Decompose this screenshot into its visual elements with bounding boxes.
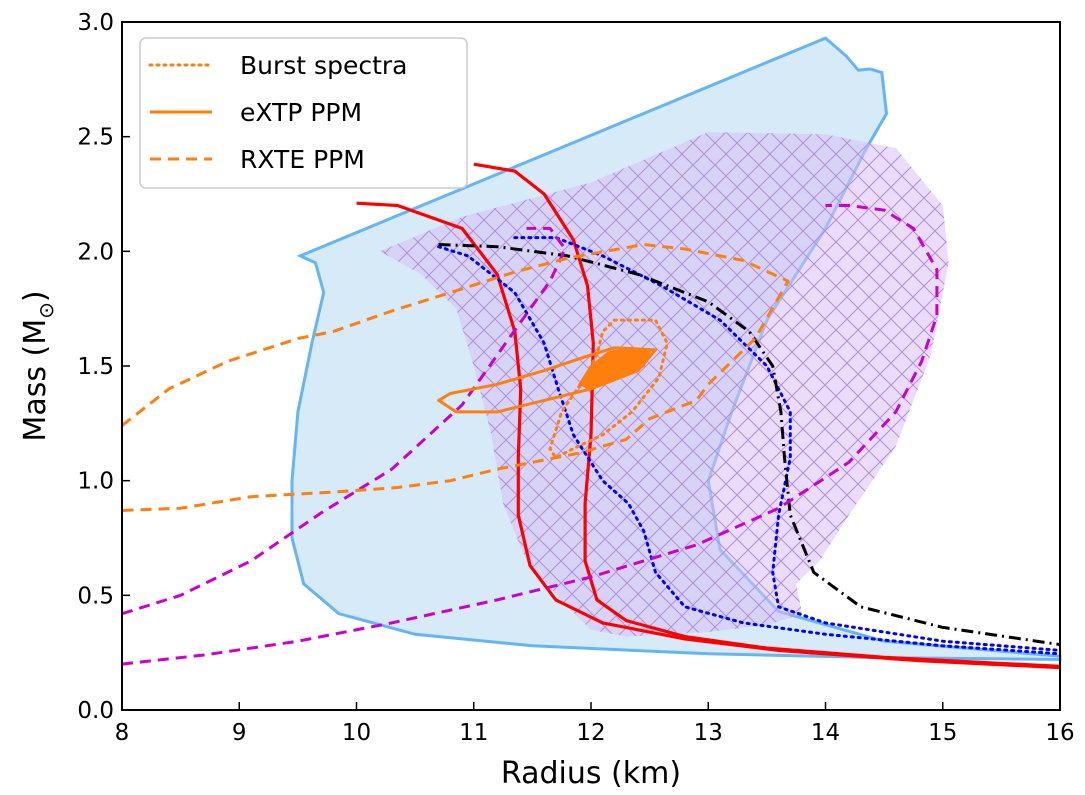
series-line-8 — [121, 243, 790, 512]
blob-shape — [577, 346, 651, 390]
y-axis-title: Mass (M⊙) — [18, 290, 58, 441]
series-line-4 — [513, 236, 1062, 652]
x-tick-label: 13 — [694, 720, 723, 746]
y-tick-label: 1.5 — [77, 354, 114, 380]
region-hatch — [379, 132, 949, 637]
y-axis-title-main: Mass (M — [18, 319, 53, 442]
x-tick-label: 16 — [1045, 720, 1074, 746]
legend-label: eXTP PPM — [240, 98, 362, 127]
y-axis-title-sub: ⊙ — [34, 302, 58, 319]
x-tick-label: 12 — [576, 720, 605, 746]
y-axis-ticks: 0.0 0.5 1.0 1.5 2.0 2.5 3.0 — [77, 10, 130, 724]
y-tick-label: 3.0 — [77, 10, 114, 36]
y-tick-label: 2.5 — [77, 125, 114, 151]
x-tick-label: 8 — [115, 720, 130, 746]
legend: Burst spectra eXTP PPM RXTE PPM — [139, 37, 468, 189]
x-axis-ticks: 8 9 10 11 12 13 14 15 16 — [115, 702, 1075, 746]
x-tick-label: 9 — [232, 720, 247, 746]
filled-contour — [577, 346, 651, 390]
series-line-5 — [438, 243, 1061, 647]
series-lines — [121, 162, 1062, 670]
legend-label: Burst spectra — [240, 51, 407, 80]
y-axis-title-close: ) — [18, 290, 53, 302]
legend-entries: Burst spectra eXTP PPM RXTE PPM — [148, 51, 407, 174]
series-line-2 — [356, 201, 1061, 670]
svg-text:Mass (M⊙): Mass (M⊙) — [18, 290, 58, 441]
y-tick-label: 2.0 — [77, 239, 114, 265]
series-line-10 — [437, 346, 657, 414]
x-axis-title: Radius (km) — [501, 756, 681, 791]
x-tick-label: 11 — [459, 720, 488, 746]
legend-label: RXTE PPM — [240, 145, 365, 174]
x-tick-label: 10 — [342, 720, 371, 746]
series-line-6 — [121, 226, 567, 616]
series-line-7 — [121, 204, 939, 666]
x-tick-label: 14 — [811, 720, 840, 746]
series-line-3 — [437, 245, 1062, 656]
y-tick-label: 1.0 — [77, 469, 114, 495]
plot-area: 8 9 10 11 12 13 14 15 16 0.0 0.5 1.0 1.5 2.0 2.5 3.0 — [77, 10, 1074, 746]
legend-box — [139, 37, 468, 189]
series-line-9 — [548, 318, 669, 460]
x-tick-label: 15 — [928, 720, 957, 746]
confidence-regions — [290, 36, 1062, 662]
y-tick-label: 0.5 — [77, 583, 114, 609]
y-tick-label: 0.0 — [77, 698, 114, 724]
